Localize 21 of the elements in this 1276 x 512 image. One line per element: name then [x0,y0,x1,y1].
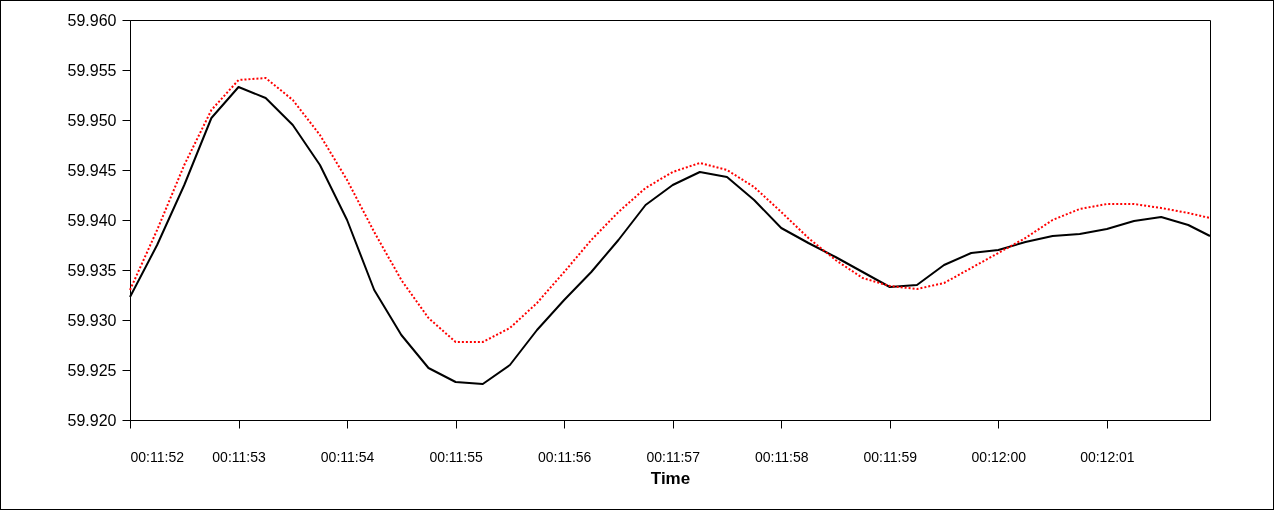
x-tick-label: 00:11:52 [130,448,185,465]
y-tick-label: 59.935 [67,261,117,279]
x-tick-label: 00:12:01 [1080,448,1135,465]
y-tick-label: 59.950 [67,111,117,129]
y-tick-label: 59.940 [67,211,117,229]
x-tick-label: 00:11:57 [646,448,701,465]
y-tick-label: 59.960 [67,11,117,29]
x-tick-label: 00:11:53 [212,448,266,465]
y-tick-label: 59.925 [67,361,117,379]
line-series [129,77,1211,343]
x-tick-label: 00:11:58 [754,448,809,465]
y-tick-label: 59.920 [67,411,117,429]
y-tick-label: 59.945 [67,161,117,179]
x-tick-label: 00:11:56 [537,448,592,465]
x-tick-label: 00:11:59 [863,448,918,465]
x-axis-title: Time [650,468,691,488]
y-tick-label: 59.930 [67,311,117,329]
x-tick-label: 00:11:54 [320,448,375,465]
x-tick-label: 00:11:55 [429,448,484,465]
y-tick-label: 59.955 [67,61,117,79]
x-tick-label: 00:12:00 [971,448,1027,465]
